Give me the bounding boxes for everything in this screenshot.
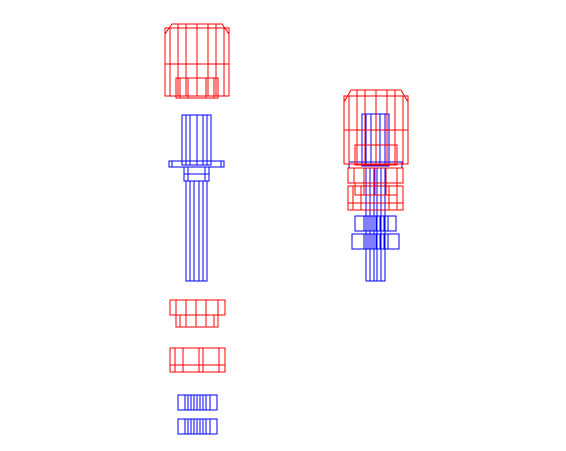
lower-hex-nut-part xyxy=(169,347,226,373)
assembled-view xyxy=(343,89,409,282)
assembled-washer-upper xyxy=(354,215,397,232)
assembled-cap-nut xyxy=(343,89,409,166)
exploded-view xyxy=(164,23,230,435)
assembled-lower-hex-nut xyxy=(347,185,404,211)
assembled-upper-hex-nut xyxy=(347,167,404,196)
washer-lower-part xyxy=(177,418,218,435)
washer-upper-part xyxy=(177,394,218,411)
assembled-washer-lower xyxy=(351,233,400,250)
center-pin-part xyxy=(168,114,225,282)
upper-hex-nut-part xyxy=(169,299,226,328)
cap-nut-part xyxy=(164,23,230,99)
